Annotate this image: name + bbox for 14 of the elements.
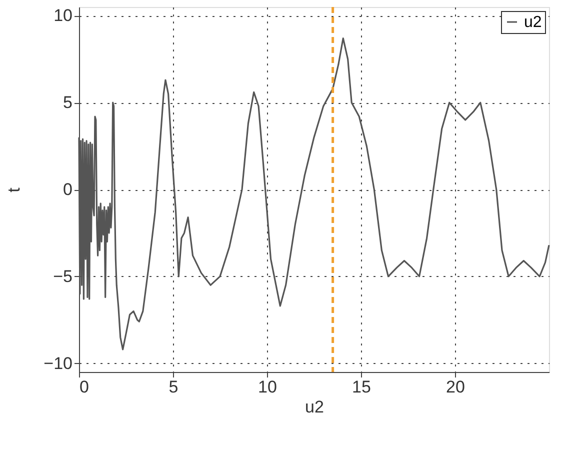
y-axis-title: t xyxy=(4,187,24,192)
y-tick-label: 10 xyxy=(54,6,72,26)
y-tick-label: 5 xyxy=(63,93,72,112)
x-tick-label: 20 xyxy=(446,378,465,396)
y-tick-label: −5 xyxy=(53,266,72,286)
x-tick-label: 10 xyxy=(258,378,277,396)
legend-label: u2 xyxy=(524,14,542,31)
x-tick-label: 5 xyxy=(168,378,178,396)
x-tick-label: 15 xyxy=(352,378,371,396)
x-axis-title: u2 xyxy=(305,398,324,416)
line-series xyxy=(78,37,550,350)
y-tick-label: 0 xyxy=(63,180,72,199)
y-tick-label: −10 xyxy=(44,354,72,373)
x-tick-label: 0 xyxy=(80,378,89,396)
